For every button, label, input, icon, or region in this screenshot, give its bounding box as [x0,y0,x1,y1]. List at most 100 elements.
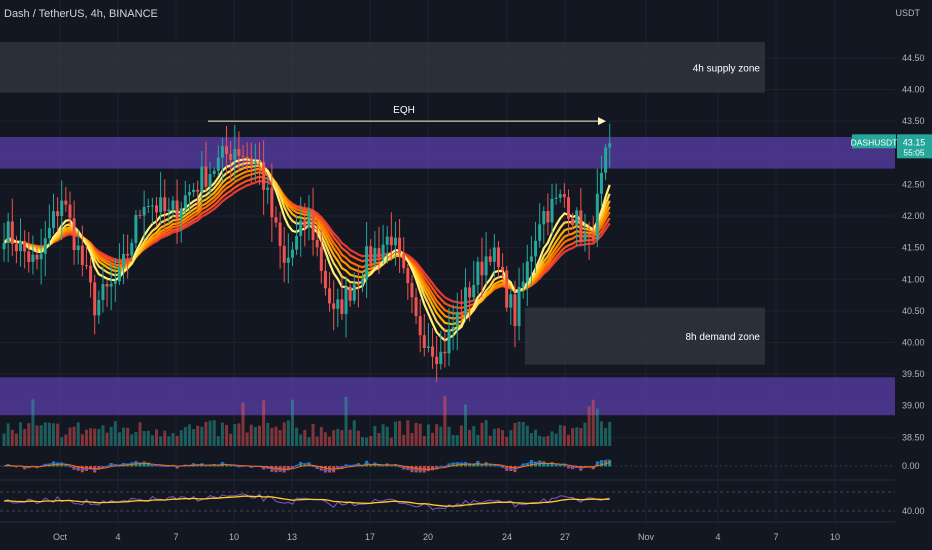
candle-body [447,329,451,354]
candle-body [299,220,303,236]
macd-hist [146,462,150,467]
macd-hist [369,464,373,467]
macd-hist [377,463,381,467]
macd-hist [52,461,55,467]
candle-body [496,247,500,267]
candle-body [332,303,336,309]
candle-body [163,197,167,212]
price-tick-label: 39.00 [902,401,925,411]
volume-bar [122,427,126,446]
candle-body [608,143,612,148]
macd-hist [299,461,303,467]
volume-bar [348,429,352,446]
macd-hist [525,462,529,467]
volume-bar [303,429,307,446]
macd-hist [554,463,558,467]
volume-bar [286,420,290,446]
volume-bar [393,421,397,446]
candle-body [554,197,558,199]
candle-body [19,241,23,252]
price-tick-label: 42.50 [902,179,925,189]
volume-bar [80,434,84,446]
volume-bar [328,436,332,446]
candle-body [60,200,64,216]
price-tick-label: 39.50 [902,369,925,379]
volume-bar [492,428,496,446]
candle-body [525,261,529,282]
time-axis: Oct 4 7 10 13 17 20 24 27 Nov 4 7 10 [53,532,840,542]
macd-hist [608,460,612,467]
macd-hist [113,464,117,467]
macd-hist [550,462,554,467]
candle-body [418,316,422,336]
candle-body [521,281,525,288]
volume-bar [208,420,212,446]
annotations: EQH [208,105,606,126]
volume-bar [480,422,484,446]
volume-bar [476,434,480,446]
volume-bar [435,424,439,446]
volume-bar [150,435,154,446]
candle-body [340,299,344,315]
volume-bar [262,400,266,446]
candle-body [373,248,377,265]
candle-body [187,192,191,196]
candle-body [171,200,175,210]
volume-bar [117,432,121,446]
candle-body [336,299,340,309]
volume-bar [336,428,340,446]
volume-bar [167,436,171,446]
candle-body [484,256,488,276]
volume-bar [525,425,529,446]
ema-ribbon [3,158,611,342]
volume-bar [2,433,6,446]
candle-body [435,356,439,365]
candle-body [517,287,521,327]
volume-bar [187,424,191,446]
candles[interactable] [2,123,612,382]
macd-hist [410,466,414,473]
candle-body [27,251,31,262]
volume-bar [567,434,570,446]
time-tick-label: 20 [423,532,433,542]
candle-body [76,245,80,251]
candle-body [492,247,496,262]
volume-bar [472,426,476,446]
candle-body [249,158,253,164]
volume-bar [529,433,533,446]
time-tick-label: 27 [560,532,570,542]
volume-bar [237,423,241,446]
candle-body [476,261,480,285]
candle-body [31,254,35,262]
volume-bar [290,399,294,446]
time-tick-label: 7 [773,532,778,542]
volume-bar [608,421,612,446]
candle-body [468,287,472,298]
candle-body [550,198,554,223]
macd-hist [352,464,356,467]
candle-body [167,209,171,212]
volume-bar [323,432,327,446]
time-tick-label: 10 [830,532,840,542]
volume-bar [501,430,505,446]
volume-bar [93,428,97,446]
macd-panel [0,459,895,481]
volume-bar [225,424,229,446]
volume-bar [146,430,150,446]
candle-body [6,221,10,243]
time-tick-label: 4 [715,532,720,542]
macd-hist [47,463,51,467]
volume-bar [332,430,336,446]
volume-bar [89,428,93,446]
candle-body [64,200,68,205]
volume-bar [109,426,113,446]
rsi-panel [0,491,895,523]
candle-body [505,270,509,308]
volume-bar [587,406,591,446]
candle-body [101,284,105,300]
candle-body [488,256,492,262]
volume-bar [258,425,261,446]
volume-bar [369,435,373,446]
